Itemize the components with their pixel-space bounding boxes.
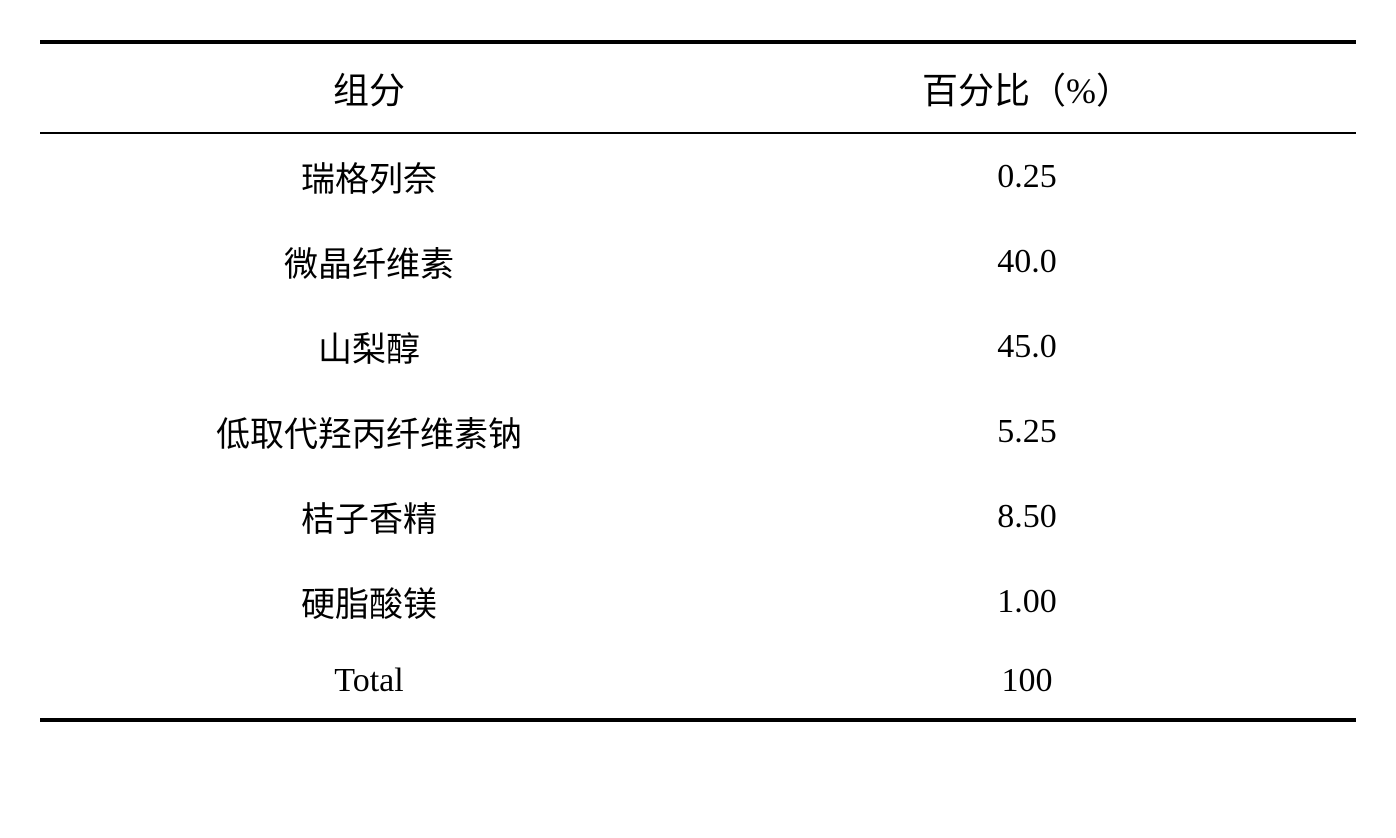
table-header-row: 组分 百分比（%） bbox=[40, 42, 1356, 133]
component-name: 山梨醇 bbox=[40, 304, 698, 389]
table-row: 山梨醇 45.0 bbox=[40, 304, 1356, 389]
composition-table: 组分 百分比（%） 瑞格列奈 0.25 微晶纤维素 40.0 山梨醇 45.0 … bbox=[40, 40, 1356, 722]
component-name: Total bbox=[40, 644, 698, 720]
table-row: 瑞格列奈 0.25 bbox=[40, 133, 1356, 219]
component-name: 瑞格列奈 bbox=[40, 133, 698, 219]
component-value: 40.0 bbox=[698, 219, 1356, 304]
component-name: 微晶纤维素 bbox=[40, 219, 698, 304]
component-value: 0.25 bbox=[698, 133, 1356, 219]
component-name: 硬脂酸镁 bbox=[40, 559, 698, 644]
component-value: 45.0 bbox=[698, 304, 1356, 389]
table-row: 微晶纤维素 40.0 bbox=[40, 219, 1356, 304]
column-header-percent: 百分比（%） bbox=[698, 42, 1356, 133]
column-header-component: 组分 bbox=[40, 42, 698, 133]
table-body: 瑞格列奈 0.25 微晶纤维素 40.0 山梨醇 45.0 低取代羟丙纤维素钠 … bbox=[40, 133, 1356, 720]
component-name: 低取代羟丙纤维素钠 bbox=[40, 389, 698, 474]
table-row: 桔子香精 8.50 bbox=[40, 474, 1356, 559]
table-row: Total 100 bbox=[40, 644, 1356, 720]
component-value: 5.25 bbox=[698, 389, 1356, 474]
component-value: 1.00 bbox=[698, 559, 1356, 644]
component-name: 桔子香精 bbox=[40, 474, 698, 559]
table-row: 低取代羟丙纤维素钠 5.25 bbox=[40, 389, 1356, 474]
component-value: 100 bbox=[698, 644, 1356, 720]
component-value: 8.50 bbox=[698, 474, 1356, 559]
table-row: 硬脂酸镁 1.00 bbox=[40, 559, 1356, 644]
composition-table-container: 组分 百分比（%） 瑞格列奈 0.25 微晶纤维素 40.0 山梨醇 45.0 … bbox=[40, 40, 1356, 722]
